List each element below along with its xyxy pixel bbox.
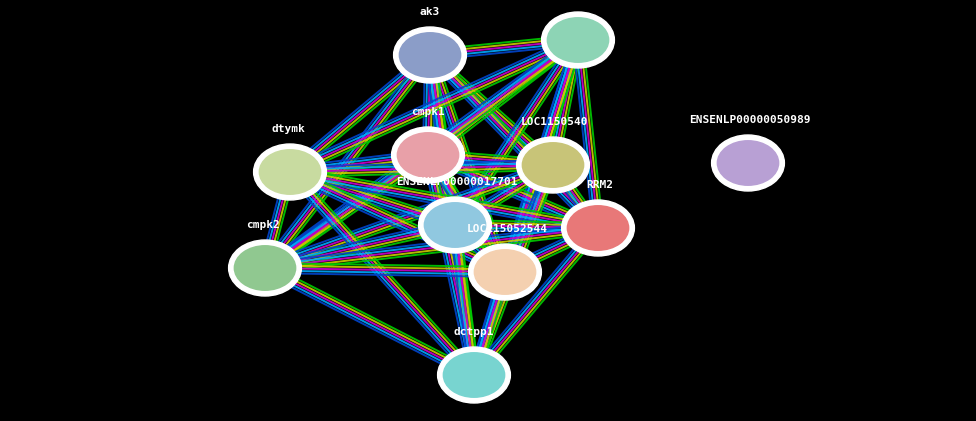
Text: cmpk2: cmpk2: [246, 220, 280, 230]
Text: ak3: ak3: [420, 7, 440, 17]
Ellipse shape: [715, 139, 780, 187]
Ellipse shape: [398, 31, 463, 79]
Ellipse shape: [228, 240, 302, 296]
Ellipse shape: [546, 16, 610, 64]
Text: ENSENLP00000017701: ENSENLP00000017701: [396, 177, 517, 187]
Ellipse shape: [442, 351, 507, 399]
Ellipse shape: [516, 137, 590, 193]
Ellipse shape: [391, 127, 465, 183]
Ellipse shape: [521, 141, 586, 189]
Text: LOC115052544: LOC115052544: [467, 224, 548, 234]
Ellipse shape: [254, 144, 326, 200]
Text: RRM2: RRM2: [587, 180, 614, 190]
Ellipse shape: [468, 244, 542, 300]
Text: ENSENLP00000050989: ENSENLP00000050989: [689, 115, 811, 125]
Ellipse shape: [423, 201, 487, 249]
Text: dtymk: dtymk: [271, 124, 305, 134]
Ellipse shape: [561, 200, 634, 256]
Ellipse shape: [437, 347, 510, 403]
Ellipse shape: [542, 12, 615, 68]
Ellipse shape: [712, 135, 785, 191]
Ellipse shape: [566, 204, 630, 252]
Ellipse shape: [472, 248, 537, 296]
Ellipse shape: [258, 148, 322, 196]
Text: dctpp1: dctpp1: [454, 327, 494, 337]
Text: cmpk1: cmpk1: [411, 107, 445, 117]
Ellipse shape: [393, 27, 467, 83]
Ellipse shape: [396, 131, 461, 179]
Ellipse shape: [419, 197, 491, 253]
Text: hddc3: hddc3: [561, 0, 595, 2]
Ellipse shape: [233, 244, 298, 292]
Text: LOC1150540: LOC1150540: [521, 117, 589, 127]
